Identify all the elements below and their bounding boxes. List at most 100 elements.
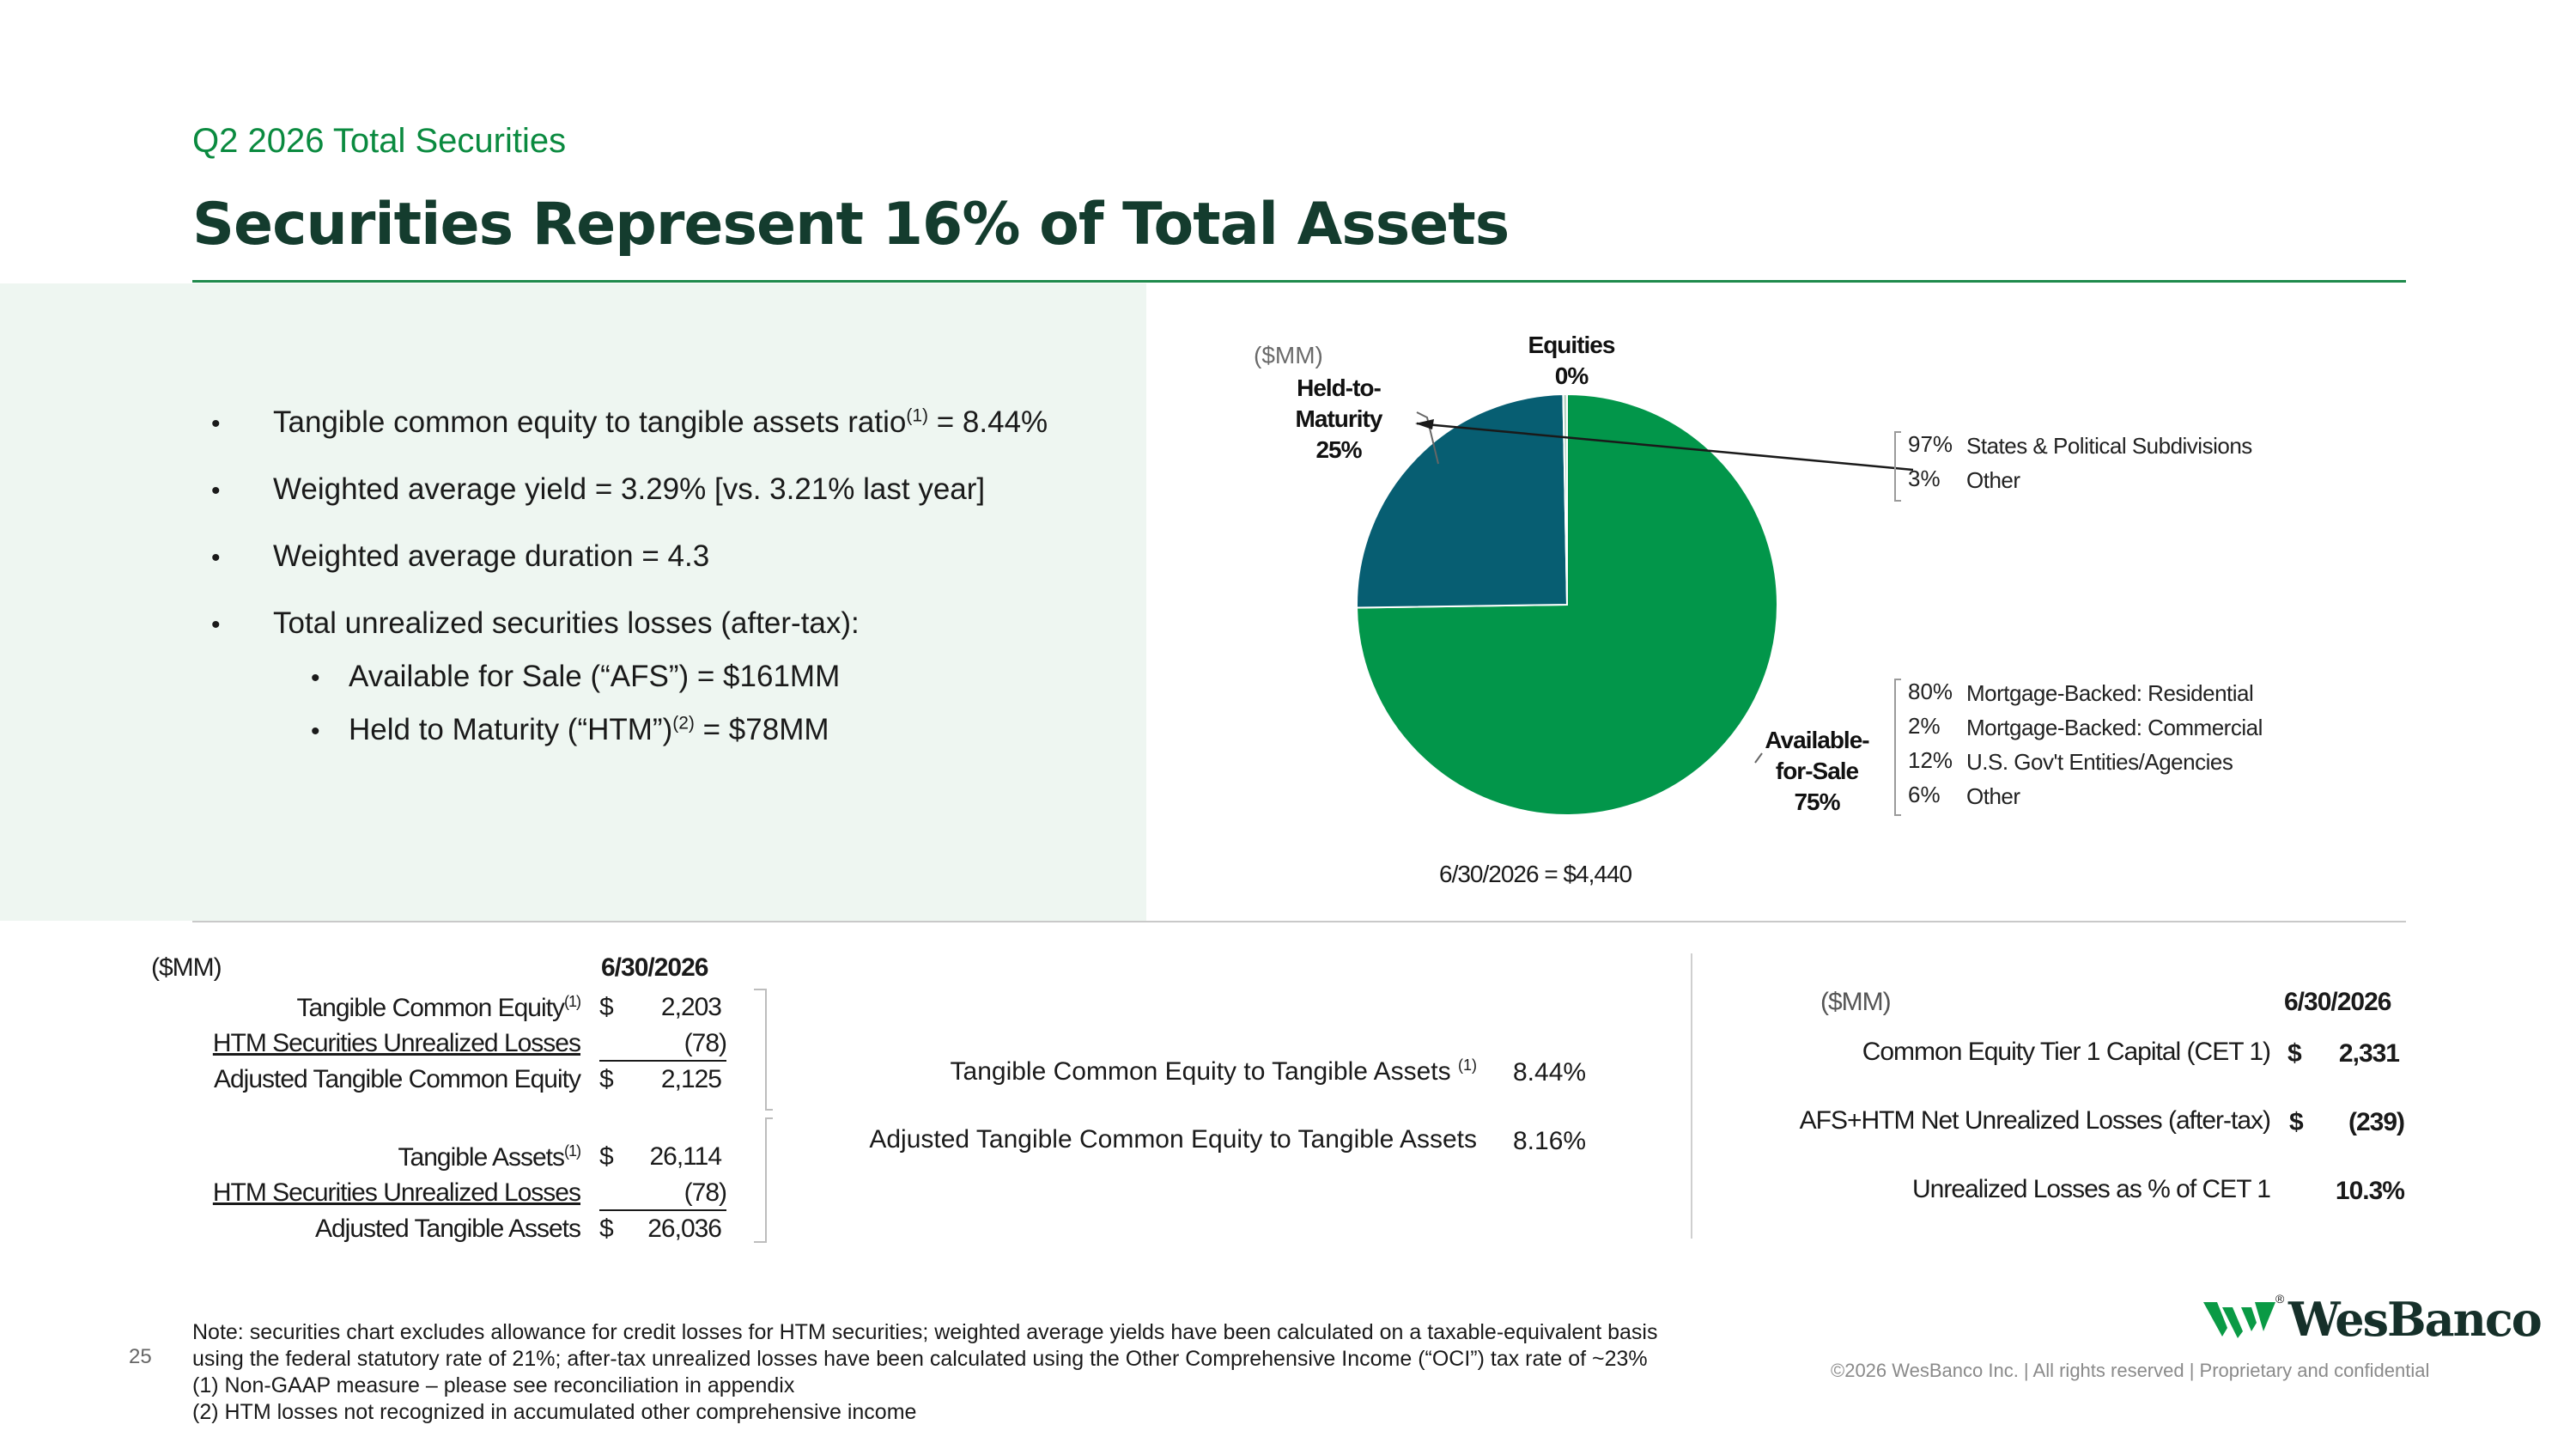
right-table-date: 6/30/2026 (2284, 988, 2391, 1016)
left-row-4-dollar: $ (599, 1142, 614, 1171)
right-row-2-dollar: $ (2289, 1108, 2304, 1136)
pie-slice-held-to-maturity (1356, 393, 1569, 609)
bullet-dot: • (211, 611, 221, 639)
left-row-1-label-text: Tangible Common Equity (296, 994, 565, 1022)
right-row-1-value: 2,331 (2338, 1039, 2400, 1068)
bullet-dot: • (211, 477, 221, 505)
left-row-1-value: 2,203 (660, 993, 722, 1021)
slice-label-htm-line2: Maturity (1295, 405, 1383, 432)
left-row-6-label: Adjusted Tangible Assets (314, 1215, 581, 1243)
chart-total-label: 6/30/2026 = $4,440 (1439, 861, 1632, 887)
footnote-line-3: (1) Non-GAAP measure – please see reconc… (192, 1373, 795, 1397)
slice-label-htm-line1: Held-to- (1297, 374, 1382, 401)
bullet-3: • Weighted average duration = 4.3 (211, 539, 709, 574)
afs-breakdown-pct-4: 6% (1908, 782, 1941, 807)
afs-breakdown-label-3: U.S. Gov't Entities/Agencies (1966, 749, 2233, 775)
left-row-5-underline (599, 1209, 726, 1211)
mid-row-1-label: Tangible Common Equity to Tangible Asset… (807, 1056, 1477, 1087)
bullet-1-tail: = 8.44% (928, 405, 1048, 439)
afs-breakdown-pct-3: 12% (1908, 747, 1953, 773)
left-row-2-label: HTM Securities Unrealized Losses (212, 1029, 581, 1057)
header-divider (192, 280, 2406, 283)
left-row-3-label: Adjusted Tangible Common Equity (213, 1065, 581, 1093)
right-row-2-label: AFS+HTM Net Unrealized Losses (after-tax… (1799, 1106, 2271, 1135)
copyright: ©2026 WesBanco Inc. | All rights reserve… (1831, 1360, 2430, 1381)
table-bracket (754, 989, 773, 1243)
bullet-3-text: Weighted average duration = 4.3 (273, 539, 710, 573)
afs-breakdown-label-4: Other (1966, 783, 2020, 809)
left-row-5-label: HTM Securities Unrealized Losses (212, 1178, 581, 1207)
section-divider (192, 921, 2406, 922)
afs-breakdown-bracket (1894, 679, 1901, 816)
htm-breakdown-pct-2: 3% (1908, 466, 1941, 491)
slice-label-htm-line3: 25% (1315, 436, 1362, 463)
bullet-dot: • (211, 410, 221, 438)
slice-label-equities-line2: 0% (1554, 362, 1589, 389)
slice-label-afs-line2: for-Sale (1775, 758, 1859, 784)
slice-label-afs-line1: Available- (1765, 727, 1869, 753)
footnotes: Note: securities chart excludes allowanc… (192, 1319, 1657, 1426)
right-row-1-dollar: $ (2287, 1039, 2302, 1068)
page-subtitle: Q2 2026 Total Securities (192, 122, 567, 160)
afs-breakdown-pct-2: 2% (1908, 713, 1941, 739)
left-table-unit: ($MM) (151, 953, 222, 982)
page-title: Securities Represent 16% of Total Assets (192, 191, 1510, 259)
htm-breakdown-pct-1: 97% (1908, 431, 1953, 457)
wesbanco-logo: WesBanco (2288, 1292, 2543, 1347)
pie-slice-equities (1562, 393, 1568, 606)
sub-bullet-2-text: Held to Maturity (“HTM”) (349, 713, 673, 746)
bullet-1-sup: (1) (906, 405, 929, 426)
sub-bullet-2-sup: (2) (672, 713, 695, 734)
mid-row-2-label: Adjusted Tangible Common Equity to Tangi… (869, 1125, 1477, 1154)
bullet-dot: • (311, 664, 320, 692)
pie-chart (1356, 393, 1914, 816)
left-row-6-dollar: $ (599, 1215, 614, 1243)
htm-leader-line (1416, 411, 1439, 465)
left-row-4-value: 26,114 (649, 1142, 722, 1171)
footnote-line-4: (2) HTM losses not recognized in accumul… (192, 1400, 917, 1424)
right-row-2-value: (239) (2348, 1108, 2405, 1136)
left-row-4-label-text: Tangible Assets (398, 1143, 565, 1172)
bullet-1: • Tangible common equity to tangible ass… (211, 405, 1048, 440)
right-row-1-label: Common Equity Tier 1 Capital (CET 1) (1862, 1038, 2271, 1066)
htm-breakdown-arrow (1416, 422, 1914, 472)
logo-registered-mark: ® (2275, 1292, 2285, 1306)
sub-bullet-2-tail: = $78MM (694, 713, 829, 746)
left-row-1-dollar: $ (599, 993, 614, 1021)
bullet-4-text: Total unrealized securities losses (afte… (273, 606, 860, 640)
left-row-4-label: Tangible Assets(1) (172, 1142, 581, 1172)
afs-breakdown-label-2: Mortgage-Backed: Commercial (1966, 715, 2263, 740)
footnote-line-1: Note: securities chart excludes allowanc… (192, 1320, 1658, 1344)
footnote-line-2: using the federal statutory rate of 21%;… (192, 1347, 1648, 1371)
left-row-2-underline (599, 1060, 726, 1062)
right-row-3-label: Unrealized Losses as % of CET 1 (1912, 1175, 2271, 1203)
page-number: 25 (129, 1345, 152, 1368)
slice-label-afs-line3: 75% (1794, 788, 1840, 815)
slice-label-afs: Available- for-Sale 75% (1748, 725, 1886, 818)
chart-unit-label: ($MM) (1254, 342, 1323, 368)
sub-bullet-1-text: Available for Sale (“AFS”) = $161MM (349, 660, 841, 693)
slice-label-htm: Held-to- Maturity 25% (1274, 373, 1403, 466)
bullet-dot: • (311, 717, 320, 746)
slice-label-equities: Equities 0% (1511, 330, 1631, 392)
wesbanco-logo-icon (2203, 1302, 2275, 1338)
mid-row-1-value: 8.44% (1513, 1058, 1587, 1087)
htm-breakdown-bracket (1894, 431, 1901, 502)
bullet-2: • Weighted average yield = 3.29% [vs. 3.… (211, 472, 985, 507)
htm-breakdown-label-1: States & Political Subdivisions (1966, 433, 2252, 459)
left-row-5-value: (78) (683, 1178, 727, 1207)
right-row-3-value: 10.3% (2335, 1177, 2405, 1205)
left-row-3-value: 2,125 (660, 1065, 722, 1093)
left-table-date: 6/30/2026 (601, 953, 708, 982)
left-row-3-dollar: $ (599, 1065, 614, 1093)
sub-bullet-2: • Held to Maturity (“HTM”)(2) = $78MM (311, 713, 829, 747)
left-row-2-value: (78) (683, 1029, 727, 1057)
bullet-4: • Total unrealized securities losses (af… (211, 606, 860, 641)
htm-breakdown-label-2: Other (1966, 467, 2020, 493)
left-row-1-label: Tangible Common Equity(1) (172, 993, 581, 1023)
slice-label-equities-line1: Equities (1528, 332, 1616, 358)
logo-wordmark: WesBanco (2288, 1292, 2543, 1347)
mid-row-1-label-text: Tangible Common Equity to Tangible Asset… (950, 1057, 1451, 1086)
mid-row-1-sup: (1) (1458, 1056, 1477, 1074)
left-row-6-value: 26,036 (647, 1215, 722, 1243)
